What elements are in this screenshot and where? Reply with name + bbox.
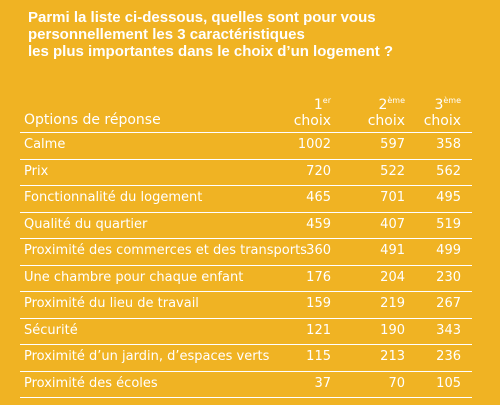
row-label: Proximité des écoles [24,375,158,391]
third-choice-number: 3 [434,97,444,113]
first-choice-value: 37 [314,375,331,391]
row-label: Sécurité [24,322,78,338]
first-choice-value: 176 [306,269,331,285]
table-row: Fonctionnalité du logement 465 701 495 [20,186,472,213]
row-label: Prix [24,163,49,179]
second-choice-ordinal: ème [387,96,405,105]
third-choice-value: 499 [436,243,461,258]
second-choice-word: choix [367,113,405,129]
second-choice-value: 190 [380,322,405,338]
table-row: Proximité du lieu de travail 159 219 267 [20,292,472,319]
question-line-1: Parmi la liste ci-dessous, quelles sont … [28,9,376,26]
third-choice-value: 267 [436,296,461,311]
first-choice-value: 121 [306,322,331,338]
second-choice-value: 213 [380,349,405,364]
third-choice-header: 3ème choix [401,96,461,129]
first-choice-value: 720 [306,163,331,179]
first-choice-value: 159 [306,296,331,311]
question-line-2: personnellement les 3 caractéristiques [28,26,305,43]
second-choice-value: 407 [380,216,405,232]
third-choice-value: 230 [436,269,461,285]
third-choice-ordinal: ème [443,96,461,105]
row-label: Proximité des commerces et des transport… [24,243,307,258]
table-row: Prix 720 522 562 [20,160,472,186]
first-choice-value: 465 [306,190,331,205]
table-row: Proximité des commerces et des transport… [20,239,472,266]
table-row: Proximité des écoles 37 70 105 [20,372,472,398]
row-label: Proximité du lieu de travail [24,296,199,311]
second-choice-value: 491 [380,243,405,258]
second-choice-number: 2 [378,97,388,113]
table-row: Sécurité 121 190 343 [20,319,472,345]
table-row: Une chambre pour chaque enfant 176 204 2… [20,266,472,292]
second-choice-value: 219 [380,296,405,311]
table-row: Proximité d’un jardin, d’espaces verts 1… [20,345,472,372]
second-choice-value: 70 [388,375,405,391]
table-row: Qualité du quartier 459 407 519 [20,213,472,239]
row-label: Proximité d’un jardin, d’espaces verts [24,349,270,364]
table-row: Calme 1002 597 358 [20,133,472,160]
survey-question: Parmi la liste ci-dessous, quelles sont … [28,9,488,60]
third-choice-value: 343 [436,322,461,338]
third-choice-value: 358 [436,137,461,152]
question-line-3: les plus importantes dans le choix d’un … [28,43,394,60]
first-choice-value: 459 [306,216,331,232]
row-label: Calme [24,137,66,152]
third-choice-value: 562 [436,163,461,179]
results-table: Options de réponse 1er choix 2ème choix … [20,92,472,398]
third-choice-value: 495 [436,190,461,205]
row-label: Qualité du quartier [24,216,148,232]
third-choice-value: 105 [436,375,461,391]
first-choice-header: 1er choix [271,96,331,129]
first-choice-value: 1002 [297,137,331,152]
first-choice-ordinal: er [322,96,331,105]
first-choice-value: 360 [306,243,331,258]
second-choice-header: 2ème choix [345,96,405,129]
first-choice-value: 115 [306,349,331,364]
second-choice-value: 522 [380,163,405,179]
table-header: Options de réponse 1er choix 2ème choix … [20,92,472,133]
options-column-header: Options de réponse [24,112,161,128]
third-choice-value: 236 [436,349,461,364]
first-choice-word: choix [293,113,331,129]
second-choice-value: 701 [380,190,405,205]
row-label: Fonctionnalité du logement [24,190,203,205]
second-choice-value: 597 [380,137,405,152]
first-choice-number: 1 [313,97,323,113]
third-choice-word: choix [423,113,461,129]
row-label: Une chambre pour chaque enfant [24,269,244,285]
third-choice-value: 519 [436,216,461,232]
second-choice-value: 204 [380,269,405,285]
